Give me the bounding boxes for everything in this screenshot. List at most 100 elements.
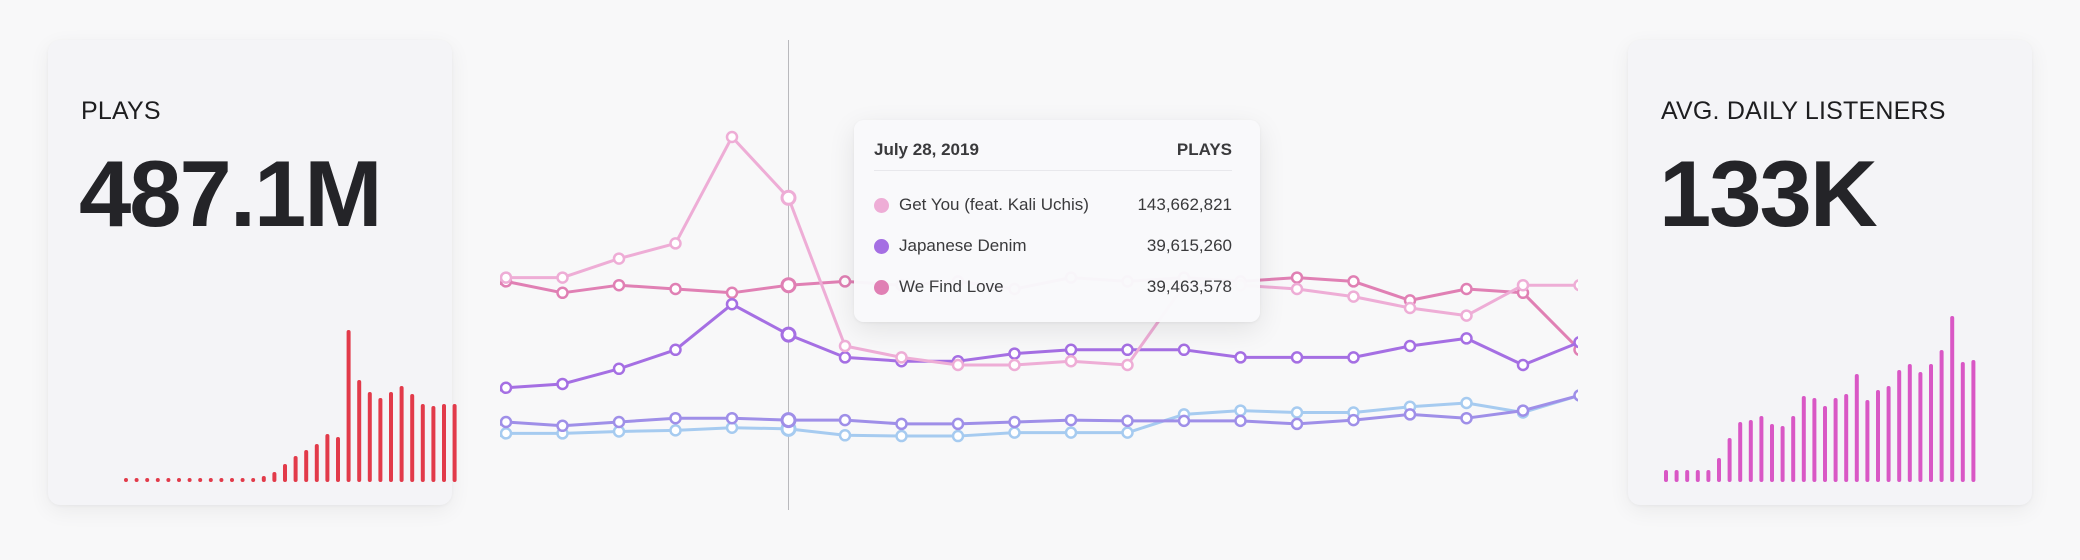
sparkline-bar [1780,426,1785,482]
data-point[interactable] [1347,351,1360,364]
data-point[interactable] [1177,343,1191,357]
tooltip-header: July 28, 2019 PLAYS [874,140,1232,160]
data-point[interactable] [1573,336,1581,349]
data-point[interactable] [500,427,513,440]
data-point[interactable] [1573,389,1581,402]
data-point[interactable] [669,424,682,437]
sparkline-bar [1748,420,1753,482]
data-point[interactable] [1234,414,1247,428]
data-point[interactable] [556,286,569,300]
data-point[interactable] [669,282,682,296]
data-point[interactable] [725,130,739,144]
data-point[interactable] [780,189,797,206]
data-point[interactable] [1460,396,1473,410]
tooltip-row: Get You (feat. Kali Uchis) 143,662,821 [874,193,1232,217]
sparkline-bar [187,478,192,482]
data-point[interactable] [1290,282,1304,296]
data-point[interactable] [1064,343,1078,357]
data-point[interactable] [1460,332,1473,345]
data-point[interactable] [556,271,569,284]
data-point[interactable] [1064,426,1078,439]
data-point[interactable] [556,377,569,391]
data-point[interactable] [725,286,739,300]
data-point[interactable] [612,362,626,376]
sparkline-bar [283,464,287,482]
data-point[interactable] [1177,414,1191,428]
data-point[interactable] [556,419,569,433]
data-point[interactable] [500,415,513,429]
data-point[interactable] [1347,413,1360,427]
tooltip-row-name: Japanese Denim [899,236,1027,255]
sparkline-bar [166,478,171,482]
sparkline-bar [1876,390,1880,482]
data-point[interactable] [1121,414,1134,428]
sparkline-bar [1907,364,1912,482]
tooltip-row: We Find Love 39,463,578 [874,275,1232,299]
data-point[interactable] [1008,358,1021,372]
data-point[interactable] [725,411,739,425]
data-point[interactable] [1460,309,1473,322]
data-point[interactable] [1290,351,1304,364]
data-point[interactable] [1460,411,1473,425]
sparkline-bar [378,398,383,482]
data-point[interactable] [1234,404,1247,417]
series-line [500,394,1578,438]
data-point[interactable] [500,271,513,284]
data-point[interactable] [838,275,852,288]
sparkline-bar [304,450,309,482]
data-point[interactable] [838,413,852,427]
sparkline-bar [1929,364,1933,482]
data-point[interactable] [1064,413,1078,427]
tooltip-row-name: Get You (feat. Kali Uchis) [899,195,1089,214]
data-point[interactable] [725,297,739,311]
data-point[interactable] [780,412,797,429]
data-point[interactable] [1403,339,1417,353]
data-point[interactable] [1234,351,1247,364]
tooltip-row-value: 39,615,260 [1146,236,1232,255]
data-point[interactable] [612,278,626,292]
data-point[interactable] [780,277,797,294]
data-point[interactable] [951,417,965,431]
data-point[interactable] [838,351,852,364]
sparkline-bar [325,434,330,482]
data-point[interactable] [1516,358,1530,372]
data-point[interactable] [1121,358,1134,372]
data-point[interactable] [1347,275,1360,288]
data-point[interactable] [895,351,908,364]
data-point[interactable] [612,252,626,265]
data-point[interactable] [669,343,682,357]
data-point[interactable] [838,339,852,353]
data-point[interactable] [1403,408,1417,421]
data-point[interactable] [1516,278,1530,292]
data-point[interactable] [612,415,626,429]
data-point[interactable] [1121,343,1134,357]
data-point[interactable] [1290,271,1304,284]
data-point[interactable] [1008,426,1021,439]
data-point[interactable] [1460,282,1473,296]
data-point[interactable] [1347,290,1360,303]
data-point[interactable] [1573,279,1581,292]
data-point[interactable] [1290,417,1304,431]
data-point[interactable] [1403,301,1417,315]
data-point[interactable] [1064,354,1078,368]
listeners-label: AVG. DAILY LISTENERS [1661,97,1946,125]
data-point[interactable] [895,429,908,443]
data-point[interactable] [1008,415,1021,429]
data-point[interactable] [669,237,682,250]
data-point[interactable] [895,417,908,431]
data-point[interactable] [951,429,965,443]
sparkline-bar [1960,362,1965,482]
data-point[interactable] [1121,426,1134,439]
data-point[interactable] [838,429,852,442]
sparkline-bar [1918,372,1923,482]
data-point[interactable] [1290,406,1304,419]
data-point[interactable] [951,358,965,372]
data-point[interactable] [780,326,797,343]
sparkline-bar [399,386,404,482]
data-point[interactable] [1516,404,1530,417]
sparkline-bar [145,478,150,482]
sparkline-bar [208,478,213,482]
data-point[interactable] [500,381,513,395]
data-point[interactable] [669,411,682,425]
data-point[interactable] [1008,347,1021,360]
